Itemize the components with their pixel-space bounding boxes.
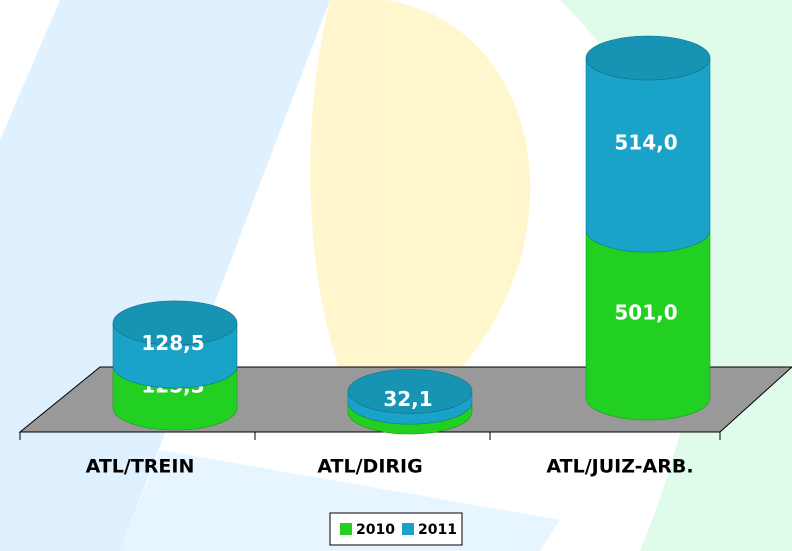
data-label: 501,0: [614, 301, 677, 325]
legend-label: 2010: [356, 522, 395, 538]
data-label: 32,1: [383, 387, 432, 411]
legend-swatch: [402, 523, 414, 535]
cylinder-top: [347, 369, 473, 414]
x-tick-label: ATL/JUIZ-ARB.: [546, 456, 693, 478]
data-label: 514,0: [614, 131, 677, 155]
cylinder-segment: [585, 57, 711, 253]
legend: 2010 2011: [329, 512, 463, 546]
cylinder-top: [112, 300, 238, 346]
cylinder-top: [585, 35, 711, 81]
legend-label: 2011: [418, 522, 457, 538]
cylinder-segment: [585, 230, 711, 421]
x-tick-label: ATL/DIRIG: [317, 456, 422, 478]
x-tick-label: ATL/TREIN: [86, 456, 195, 478]
data-label: 128,5: [141, 331, 204, 355]
legend-swatch: [340, 523, 352, 535]
